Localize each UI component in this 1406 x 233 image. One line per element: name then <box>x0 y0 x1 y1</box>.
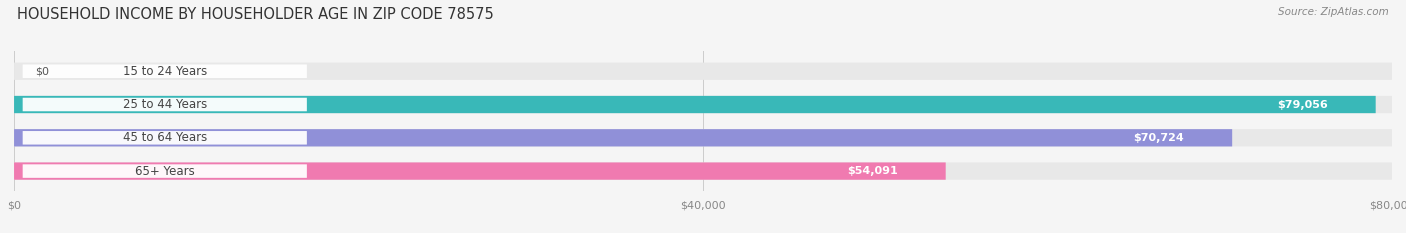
FancyBboxPatch shape <box>1237 98 1367 111</box>
Text: 45 to 64 Years: 45 to 64 Years <box>122 131 207 144</box>
Text: 25 to 44 Years: 25 to 44 Years <box>122 98 207 111</box>
Text: $0: $0 <box>35 66 49 76</box>
Text: $79,056: $79,056 <box>1277 99 1327 110</box>
Text: 65+ Years: 65+ Years <box>135 164 194 178</box>
FancyBboxPatch shape <box>22 131 307 144</box>
Text: 15 to 24 Years: 15 to 24 Years <box>122 65 207 78</box>
FancyBboxPatch shape <box>22 164 307 178</box>
FancyBboxPatch shape <box>14 129 1392 147</box>
FancyBboxPatch shape <box>14 162 946 180</box>
FancyBboxPatch shape <box>14 96 1375 113</box>
FancyBboxPatch shape <box>14 63 1392 80</box>
FancyBboxPatch shape <box>22 98 307 111</box>
Text: Source: ZipAtlas.com: Source: ZipAtlas.com <box>1278 7 1389 17</box>
FancyBboxPatch shape <box>14 129 1232 147</box>
Text: $54,091: $54,091 <box>848 166 898 176</box>
FancyBboxPatch shape <box>1094 132 1223 144</box>
FancyBboxPatch shape <box>14 162 1392 180</box>
FancyBboxPatch shape <box>22 65 307 78</box>
Text: HOUSEHOLD INCOME BY HOUSEHOLDER AGE IN ZIP CODE 78575: HOUSEHOLD INCOME BY HOUSEHOLDER AGE IN Z… <box>17 7 494 22</box>
FancyBboxPatch shape <box>808 165 936 177</box>
Text: $70,724: $70,724 <box>1133 133 1184 143</box>
FancyBboxPatch shape <box>14 96 1392 113</box>
